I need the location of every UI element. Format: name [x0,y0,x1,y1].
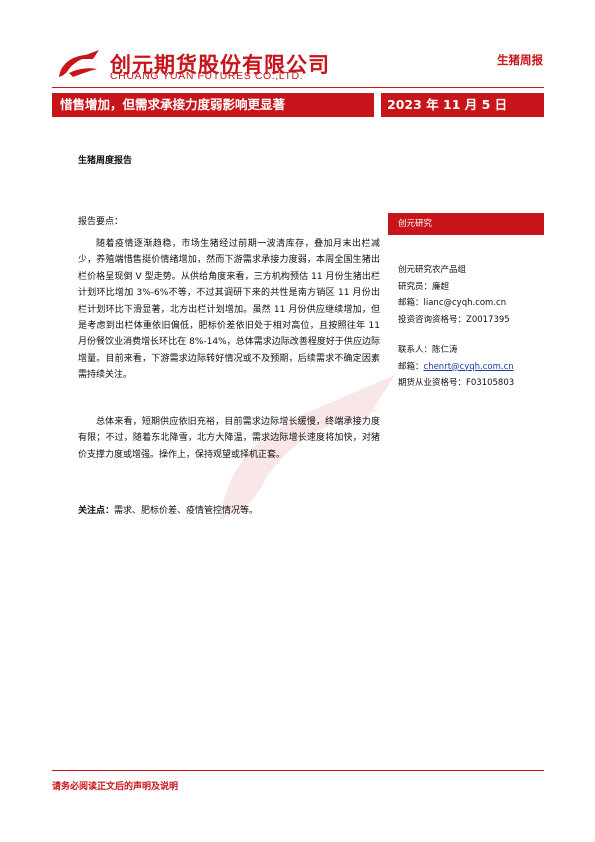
contact-name: 联系人：陈仁涛 [398,345,458,355]
watermark-logo-icon [200,360,400,544]
company-name-en: CHUANG YUAN FUTURES CO.,LTD. [110,70,304,82]
report-subtitle: 生猪周度报告 [78,156,133,166]
contact-email-label: 邮箱： [398,361,424,372]
paragraph-2: 总体来看，短期供应依旧充裕，目前需求边际增长缓慢，终端承接力度有限；不过，随着东… [78,417,380,460]
sidebar-info: 创元研究农产品组 研究员：廉超 邮箱：lianc@cyqh.com.cn 投资咨… [398,262,510,328]
researcher-cert: 投资咨询资格号：Z0017395 [398,314,510,325]
focus-points: 关注点：需求、肥标价差、疫情管控情况等。 [78,503,258,516]
research-group: 创元研究农产品组 [398,265,467,275]
researcher-name: 研究员：廉超 [398,281,450,292]
footer-disclaimer: 请务必阅读正文后的声明及说明 [52,782,179,792]
key-points-label: 报告要点： [78,217,124,227]
paragraph-1-container: 随着疫情逐渐趋稳，市场生猪经过前期一波清库存，叠加月末出栏减少，养殖端惜售挺价情… [78,236,380,384]
contact-email-row: 邮箱：chenrt@cyqh.com.cn [398,359,514,376]
report-title: 惜售增加，但需求承接力度弱影响更显著 [52,93,374,117]
footer-divider [52,770,544,771]
sidebar-contact: 联系人：陈仁涛 邮箱：chenrt@cyqh.com.cn 期货从业资格号：F0… [398,342,514,392]
researcher-email: 邮箱：lianc@cyqh.com.cn [398,298,507,308]
header-divider [52,87,544,88]
contact-email-link[interactable]: chenrt@cyqh.com.cn [423,361,514,372]
sidebar-heading: 创元研究 [388,213,544,235]
report-date: 2023 年 11 月 5 日 [381,93,544,117]
report-type: 生猪周报 [497,53,543,67]
contact-cert: 期货从业资格号：F03105803 [398,378,515,388]
company-logo-icon [55,47,103,81]
paragraph-2-container: 总体来看，短期供应依旧充裕，目前需求边际增长缓慢，终端承接力度有限；不过，随着东… [78,414,380,463]
focus-label: 关注点： [78,506,115,516]
company-name-cn: 创元期货股份有限公司 [110,53,330,77]
paragraph-1: 随着疫情逐渐趋稳，市场生猪经过前期一波清库存，叠加月末出栏减少，养殖端惜售挺价情… [78,239,380,381]
focus-text: 需求、肥标价差、疫情管控情况等。 [114,506,259,516]
